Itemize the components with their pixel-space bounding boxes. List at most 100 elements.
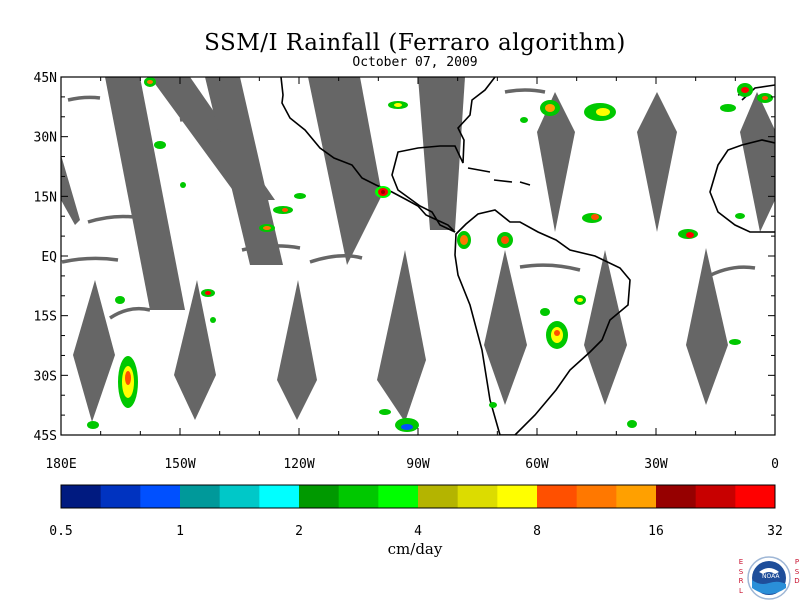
rain-cluster	[540, 100, 560, 116]
colorbar-swatch	[457, 485, 498, 508]
rainfall-clusters	[87, 77, 773, 432]
swath	[484, 250, 527, 405]
colorbar-swatch	[299, 485, 340, 508]
colorbar-swatch	[140, 485, 181, 508]
lat-tick-label: 45S	[34, 429, 57, 444]
lat-tick-label: 15S	[34, 310, 57, 325]
swath	[105, 77, 185, 310]
swath	[537, 92, 575, 232]
longitude-axis: 180E 150W 120W 90W 60W 30W 0	[45, 77, 779, 472]
colorbar-swatch	[100, 485, 141, 508]
rain-cluster	[457, 231, 471, 249]
colorbar-swatch	[695, 485, 736, 508]
swath	[277, 280, 317, 420]
no-data-swaths	[61, 77, 775, 422]
swath	[377, 250, 426, 422]
rain-cluster	[729, 339, 741, 345]
lon-tick-label: 90W	[406, 457, 430, 472]
africa-coast	[709, 139, 775, 233]
no-data-arcs	[61, 88, 756, 320]
colorbar-tick-label: 8	[533, 524, 541, 539]
lon-tick-label: 30W	[644, 457, 668, 472]
rain-cluster	[678, 229, 698, 239]
rain-cluster	[87, 421, 99, 429]
rain-cluster	[395, 418, 419, 432]
colorbar-swatch	[61, 485, 102, 508]
noaa-emblem-icon: NOAA	[747, 556, 791, 600]
rain-cluster	[180, 182, 186, 188]
rain-cluster	[520, 117, 528, 123]
swath	[686, 248, 728, 405]
rain-cluster	[144, 77, 156, 87]
colorbar-swatch	[219, 485, 260, 508]
gulf-coast	[391, 77, 496, 233]
rain-cluster	[259, 224, 275, 232]
rain-cluster	[388, 101, 408, 109]
rain-cluster	[497, 232, 513, 248]
swath	[418, 77, 465, 230]
lat-tick-label: EQ	[41, 250, 57, 265]
lon-tick-label: 150W	[164, 457, 195, 472]
colorbar-tick-label: 2	[295, 524, 303, 539]
colorbar-swatch	[378, 485, 419, 508]
lon-tick-label: 180E	[45, 457, 76, 472]
rain-cluster	[201, 289, 215, 297]
swath	[174, 280, 216, 420]
rain-cluster	[735, 213, 745, 219]
rain-cluster	[574, 295, 586, 305]
map-title: SSM/I Rainfall (Ferraro algorithm)	[204, 30, 626, 56]
rain-cluster	[375, 186, 391, 198]
lon-tick-label: 120W	[283, 457, 314, 472]
rain-cluster	[210, 317, 216, 323]
colorbar-tick-label: 4	[414, 524, 422, 539]
rain-cluster	[379, 409, 391, 415]
latitude-axis: 45N 30N 15N EQ 15S 30S 45S	[34, 71, 775, 444]
rain-cluster	[540, 308, 550, 316]
map-date: October 07, 2009	[352, 55, 478, 70]
svg-text:NOAA: NOAA	[762, 573, 780, 580]
colorbar-tick-label: 0.5	[49, 524, 72, 539]
north-america-coast	[280, 77, 456, 233]
lon-tick-label: 0	[771, 457, 779, 472]
colorbar-swatch	[259, 485, 300, 508]
south-america-coast	[454, 209, 631, 435]
rain-cluster	[582, 213, 602, 223]
rain-cluster	[273, 206, 293, 214]
swath	[205, 77, 283, 265]
lon-tick-label: 60W	[525, 457, 549, 472]
colorbar-tick-label: 16	[648, 524, 664, 539]
colorbar-swatch	[656, 485, 697, 508]
colorbar-tick-label: 32	[767, 524, 783, 539]
lat-tick-label: 45N	[34, 71, 57, 86]
rain-cluster	[294, 193, 306, 199]
colorbar-swatch	[180, 485, 221, 508]
colorbar-swatch	[537, 485, 578, 508]
rain-cluster	[737, 83, 753, 97]
rain-cluster	[584, 103, 616, 121]
swath	[740, 92, 775, 232]
rain-cluster	[115, 296, 125, 304]
rain-cluster	[757, 93, 773, 103]
lat-tick-label: 30S	[34, 369, 57, 384]
colorbar-swatch	[418, 485, 459, 508]
swath	[308, 77, 382, 265]
caribbean-islands	[467, 167, 531, 186]
colorbar-swatch	[497, 485, 538, 508]
rain-cluster	[546, 321, 568, 349]
swath	[637, 92, 677, 232]
lat-tick-label: 15N	[34, 190, 57, 205]
rain-cluster	[154, 141, 166, 149]
lat-tick-label: 30N	[34, 131, 57, 146]
rain-cluster	[118, 356, 138, 408]
rain-cluster	[627, 420, 637, 428]
colorbar-swatch	[576, 485, 617, 508]
swath	[584, 250, 627, 405]
rain-cluster	[720, 104, 736, 112]
colorbar-swatch	[338, 485, 379, 508]
colorbar-frame	[60, 484, 776, 509]
swath	[73, 280, 115, 422]
colorbar-swatch	[616, 485, 657, 508]
colorbar-swatch	[735, 485, 776, 508]
